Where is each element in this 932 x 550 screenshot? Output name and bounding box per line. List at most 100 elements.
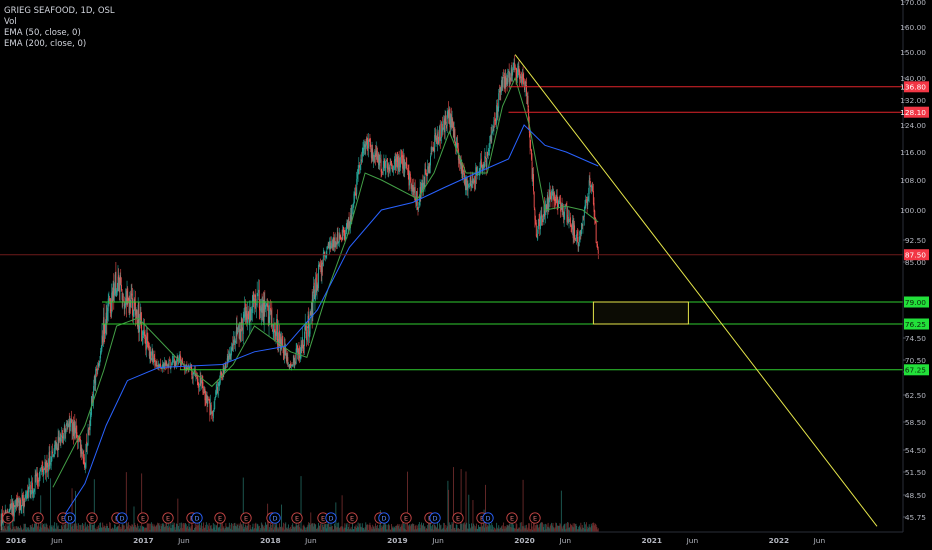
level-price-tag[interactable] (904, 318, 929, 330)
candle-body (597, 243, 598, 249)
candle-body (218, 383, 220, 385)
volume-bar (148, 523, 150, 532)
candle-body (35, 473, 37, 477)
earnings-marker[interactable]: E (86, 512, 98, 524)
volume-bar (202, 526, 204, 532)
candle-body (132, 298, 134, 316)
dividend-marker-circle (64, 512, 76, 524)
price-axis[interactable]: 170.00160.00150.00140.00132.00124.00116.… (900, 0, 929, 532)
candle-body (256, 293, 258, 306)
volume-bar (162, 523, 164, 532)
candle-body (271, 307, 273, 327)
horizontal-levels[interactable] (0, 86, 903, 371)
candle-body (178, 355, 180, 362)
earnings-marker[interactable]: E (214, 512, 226, 524)
volume-bar (569, 523, 571, 532)
earnings-marker[interactable]: E (400, 512, 412, 524)
drawings[interactable] (514, 54, 878, 527)
dividend-marker[interactable]: D (482, 512, 494, 524)
dividend-marker[interactable]: D (116, 512, 128, 524)
volume-bar (337, 527, 339, 532)
volume-bar (316, 528, 318, 532)
candle-body (136, 311, 138, 320)
level-price-tag[interactable] (904, 106, 929, 118)
ema200-legend[interactable]: EMA (200, close, 0) (4, 39, 87, 49)
candle-body (353, 193, 355, 203)
level-price-tag[interactable] (904, 296, 929, 308)
volume-bar (207, 524, 209, 532)
level-price-tag[interactable] (904, 81, 929, 93)
dividend-marker[interactable]: D (64, 512, 76, 524)
earnings-marker[interactable]: E (346, 512, 358, 524)
time-axis[interactable]: 2016 Jun 2017 Jun 2018 Jun 2019 Jun 2020 Jun 2021 J… (0, 531, 903, 545)
candle-body (414, 187, 415, 193)
dividend-marker[interactable]: D (191, 512, 203, 524)
volume-bar (166, 525, 168, 532)
volume-bar (31, 523, 33, 532)
candle-body (354, 192, 356, 194)
earnings-marker[interactable]: E (291, 512, 303, 524)
candle-body (261, 304, 263, 313)
candle-body (141, 323, 143, 342)
target-box[interactable] (592, 301, 689, 325)
earnings-marker[interactable]: E (137, 512, 149, 524)
earnings-marker[interactable]: E (529, 512, 541, 524)
volume-bar (27, 527, 29, 532)
earnings-marker[interactable]: E (162, 512, 174, 524)
dividend-marker[interactable]: D (378, 512, 390, 524)
volume-bar (528, 523, 530, 532)
earnings-marker[interactable]: E (240, 512, 252, 524)
symbol-title[interactable]: GRIEG SEAFOOD, 1D, OSL (4, 6, 115, 16)
volume-bar (410, 524, 412, 532)
volume-bar (346, 523, 348, 532)
candle-body (429, 165, 431, 168)
candle-body (489, 142, 491, 148)
earnings-marker[interactable]: E (32, 512, 44, 524)
volume-bar (476, 528, 478, 532)
candle-body (283, 347, 285, 360)
candle-body (399, 166, 401, 168)
candle-body (298, 347, 300, 355)
candle-body (572, 219, 574, 239)
dividend-marker[interactable]: D (325, 512, 337, 524)
candle-body (173, 360, 175, 361)
candle-body (521, 74, 523, 83)
ema50-legend[interactable]: EMA (50, close, 0) (4, 28, 81, 38)
volume-bar (260, 522, 262, 532)
candle-body (267, 305, 269, 326)
level-price-tag[interactable] (904, 249, 929, 261)
candle-body (542, 218, 544, 223)
volume-bar (457, 527, 459, 532)
volume-bar (196, 524, 198, 532)
earnings-marker[interactable]: E (452, 512, 464, 524)
volume-bar (251, 529, 253, 532)
dividend-marker[interactable]: D (269, 512, 281, 524)
dividend-marker[interactable]: D (429, 512, 441, 524)
volume-bar (499, 527, 501, 532)
volume-bar (52, 527, 53, 532)
trendline[interactable] (514, 54, 878, 527)
level-price-tag[interactable] (904, 364, 929, 376)
volume-bar (1, 526, 3, 532)
volume-bar (179, 522, 181, 532)
candle-body (446, 125, 447, 129)
event-markers[interactable]: EEEEEEEEEEEEEEEEEEEEEDDDDDDDD (2, 512, 541, 524)
candle-body (69, 421, 71, 427)
volume-bar (209, 528, 211, 532)
volume-bar (585, 524, 587, 532)
volume-bar (178, 525, 179, 532)
time-tick-label: 2018 (260, 536, 281, 545)
earnings-marker[interactable]: E (506, 512, 518, 524)
candle-body (343, 230, 345, 233)
candle-body (273, 330, 275, 333)
candle-body (95, 369, 97, 386)
volume-bar (314, 523, 316, 532)
candle-body (196, 376, 198, 379)
candle-body (512, 62, 514, 71)
earnings-marker[interactable]: E (2, 512, 14, 524)
volume-legend[interactable]: Vol (4, 17, 17, 27)
volume-bar (539, 524, 541, 532)
dividend-marker-label: D (485, 515, 490, 523)
candle-body (11, 502, 12, 509)
